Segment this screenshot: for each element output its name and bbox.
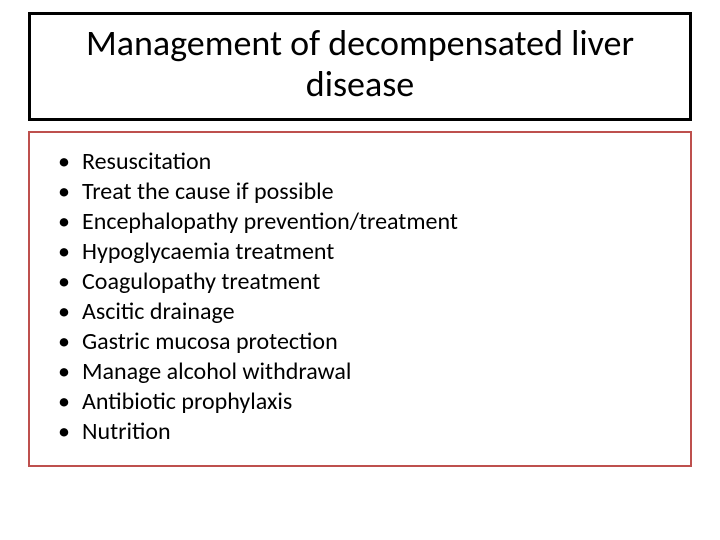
slide-title: Management of decompensated liver diseas… [41, 23, 679, 106]
bullet-icon: • [50, 417, 82, 447]
bullet-list: • Resuscitation • Treat the cause if pos… [50, 147, 670, 447]
bullet-icon: • [50, 147, 82, 177]
list-item: • Coagulopathy treatment [50, 267, 670, 297]
list-item: • Manage alcohol withdrawal [50, 357, 670, 387]
list-item: • Treat the cause if possible [50, 177, 670, 207]
bullet-text: Hypoglycaemia treatment [82, 237, 670, 267]
list-item: • Nutrition [50, 417, 670, 447]
list-item: • Ascitic drainage [50, 297, 670, 327]
bullet-text: Resuscitation [82, 147, 670, 177]
list-item: • Encephalopathy prevention/treatment [50, 207, 670, 237]
list-item: • Gastric mucosa protection [50, 327, 670, 357]
bullet-text: Manage alcohol withdrawal [82, 357, 670, 387]
list-item: • Resuscitation [50, 147, 670, 177]
bullet-icon: • [50, 207, 82, 237]
bullet-icon: • [50, 297, 82, 327]
bullet-text: Treat the cause if possible [82, 177, 670, 207]
list-item: • Antibiotic prophylaxis [50, 387, 670, 417]
title-box: Management of decompensated liver diseas… [28, 12, 692, 121]
bullet-text: Ascitic drainage [82, 297, 670, 327]
bullet-text: Nutrition [82, 417, 670, 447]
bullet-text: Antibiotic prophylaxis [82, 387, 670, 417]
bullet-icon: • [50, 177, 82, 207]
bullet-text: Encephalopathy prevention/treatment [82, 207, 670, 237]
bullet-icon: • [50, 237, 82, 267]
bullet-icon: • [50, 327, 82, 357]
bullet-text: Gastric mucosa protection [82, 327, 670, 357]
bullet-icon: • [50, 357, 82, 387]
bullet-icon: • [50, 267, 82, 297]
list-item: • Hypoglycaemia treatment [50, 237, 670, 267]
content-box: • Resuscitation • Treat the cause if pos… [28, 131, 692, 467]
bullet-text: Coagulopathy treatment [82, 267, 670, 297]
bullet-icon: • [50, 387, 82, 417]
